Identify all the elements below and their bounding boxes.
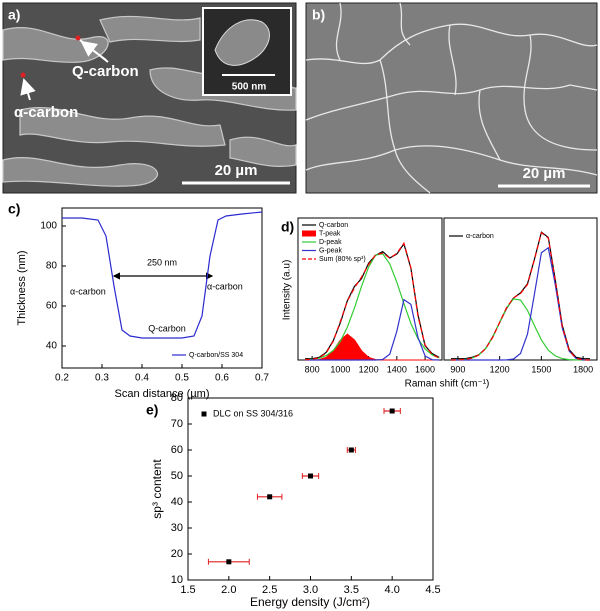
- x-axis-label: Raman shift (cm⁻¹): [405, 379, 490, 390]
- line: [62, 211, 263, 339]
- line: [305, 241, 440, 361]
- line: [450, 231, 591, 361]
- panel-label: b): [312, 7, 325, 23]
- legend-label: Q-carbon/SS 304: [189, 352, 243, 359]
- line: [451, 231, 590, 360]
- panel-label: e): [146, 402, 158, 418]
- panel-label: c): [8, 201, 20, 217]
- plot-frame: [187, 397, 434, 581]
- y-tick-label: 40: [171, 496, 183, 508]
- y-axis-label: Intensity (a.u): [282, 260, 293, 321]
- point: [267, 494, 273, 500]
- legend-label: G-peak: [319, 247, 342, 254]
- annotation: α-carbon: [14, 104, 78, 121]
- x-tick-label: 0.7: [255, 373, 269, 384]
- legend-label: Sum (80% sp³): [319, 256, 366, 263]
- scale-bar-label: 20 µm: [523, 165, 566, 182]
- x-tick-label: 2.0: [221, 584, 236, 596]
- point: [348, 447, 354, 453]
- plot-frame: [443, 217, 598, 361]
- x-tick-label: 1.5: [180, 584, 195, 596]
- annotation: α-carbon: [70, 286, 106, 296]
- x-tick-label: 1000: [330, 364, 350, 374]
- x-tick-label: 1200: [359, 364, 379, 374]
- point: [308, 473, 313, 479]
- x-tick-label: 0.4: [135, 373, 149, 384]
- x-tick-label: 1800: [573, 364, 593, 374]
- plot-frame: [61, 207, 263, 369]
- x-tick-label: 2.5: [262, 584, 277, 596]
- y-tick-label: 40: [46, 341, 58, 352]
- annotation: α-carbon: [207, 281, 243, 291]
- y-axis-label: sp³ content: [150, 459, 164, 519]
- annotation: 250 nm: [147, 257, 177, 267]
- point: [389, 408, 395, 414]
- x-axis-label: Energy density (J/cm²): [250, 595, 370, 609]
- y-tick-label: 80: [46, 261, 58, 272]
- x-tick-label: 0.6: [215, 373, 229, 384]
- x-tick-label: 1400: [387, 364, 407, 374]
- y-tick-label: 50: [171, 470, 183, 482]
- legend-label: T-peak: [319, 230, 341, 237]
- legend-swatch: [302, 230, 316, 237]
- x-tick-label: 1200: [490, 364, 510, 374]
- line: [450, 298, 590, 361]
- y-tick-label: 20: [171, 548, 183, 560]
- x-tick-label: 0.3: [95, 373, 109, 384]
- scale-bar-label: 20 µm: [215, 162, 258, 179]
- y-tick-label: 100: [40, 221, 57, 232]
- y-tick-label: 60: [171, 444, 183, 456]
- scale-bar-label: 500 nm: [232, 82, 267, 93]
- x-tick-label: 4.5: [425, 584, 440, 596]
- line: [451, 246, 591, 361]
- panel-label: a): [8, 7, 20, 23]
- x-tick-label: 800: [305, 364, 320, 374]
- x-axis-label: Scan distance (µm): [115, 388, 210, 400]
- x-tick-label: 900: [450, 364, 465, 374]
- x-tick-label: 1500: [531, 364, 551, 374]
- panel-label: d): [281, 219, 294, 235]
- legend-label: D-peak: [319, 239, 342, 246]
- x-tick-label: 3.0: [303, 584, 318, 596]
- x-tick-label: 3.5: [344, 584, 359, 596]
- y-tick-label: 30: [171, 522, 183, 534]
- sem-image-a: a) Q-carbon α-carbon 500 nm 20 µm: [2, 2, 297, 194]
- y-tick-label: 10: [171, 574, 183, 586]
- legend-label: α-carbon: [466, 233, 494, 240]
- point: [226, 559, 232, 565]
- line: [305, 298, 440, 361]
- line: [305, 253, 440, 361]
- y-tick-label: 60: [46, 301, 58, 312]
- legend-label: DLC on SS 304/316: [213, 408, 293, 418]
- y-axis-label: Thickness (nm): [16, 250, 28, 325]
- legend-swatch: [201, 411, 207, 417]
- y-tick-label: 70: [171, 418, 183, 430]
- annotation: Q-carbon: [72, 63, 139, 80]
- y-tick-label: 80: [171, 392, 183, 404]
- annotation: Q-carbon: [148, 323, 186, 333]
- x-tick-label: 4.0: [385, 584, 400, 596]
- sem-image-b: b) 20 µm: [305, 2, 598, 194]
- legend-label: Q-carbon: [319, 222, 348, 229]
- x-tick-label: 1600: [415, 364, 435, 374]
- x-tick-label: 0.5: [175, 373, 189, 384]
- x-tick-label: 0.2: [55, 373, 69, 384]
